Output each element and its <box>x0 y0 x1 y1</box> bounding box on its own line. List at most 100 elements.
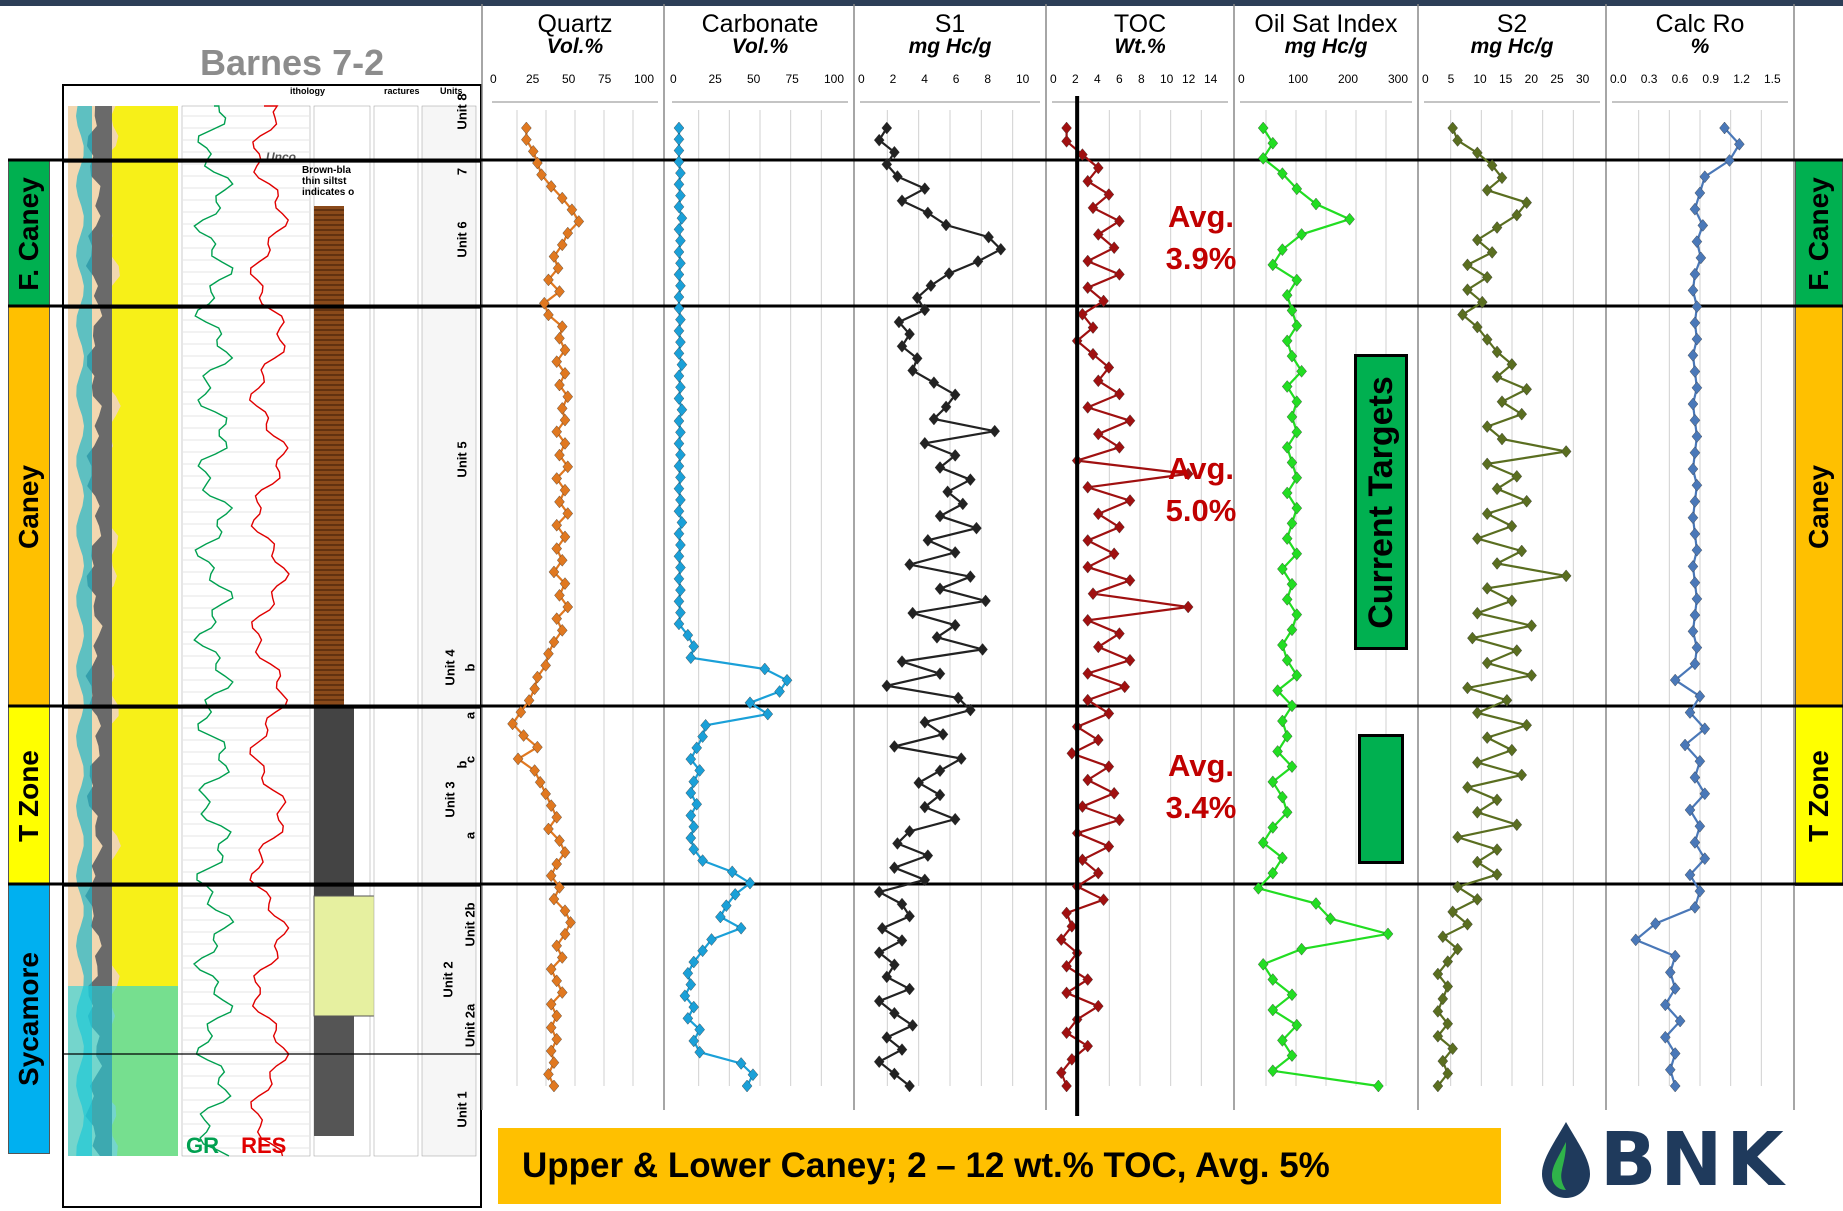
data-point-s2 <box>1442 1067 1453 1080</box>
data-point-ro <box>1697 219 1709 232</box>
data-point-ro <box>1679 738 1691 752</box>
data-point-carbonate <box>729 888 741 901</box>
data-point-s2 <box>1521 196 1532 209</box>
data-point-quartz <box>559 927 571 941</box>
data-point-s2 <box>1437 992 1449 1006</box>
data-point-s1 <box>977 643 988 656</box>
data-point-carbonate <box>688 820 700 834</box>
data-point-quartz <box>507 717 518 731</box>
data-point-osi <box>1277 243 1288 256</box>
data-point-toc <box>1087 321 1099 334</box>
data-point-quartz <box>556 553 568 567</box>
data-point-quartz <box>532 740 543 754</box>
tick-label: 10 <box>1473 72 1487 86</box>
res-label: RES <box>241 1133 287 1158</box>
data-point-quartz <box>556 624 568 637</box>
data-point-ro <box>1665 1063 1676 1077</box>
avg-t-zone: Avg. 3.4% <box>1146 745 1256 829</box>
data-point-ro <box>1669 982 1681 995</box>
tick-label: 20 <box>1524 72 1539 86</box>
data-point-carbonate <box>726 865 738 879</box>
track-name: Calc Ro <box>1655 10 1745 38</box>
data-point-s2 <box>1486 246 1498 259</box>
tick-label: 100 <box>824 72 845 86</box>
data-point-carbonate <box>744 876 756 890</box>
data-point-s2 <box>1491 557 1503 570</box>
avg-f-caney-line1: Avg. <box>1167 199 1235 234</box>
track-header-0: Quartz Vol.% <box>488 10 662 58</box>
tick-label: 14 <box>1204 72 1218 86</box>
track-unit: Wt.% <box>1114 35 1166 58</box>
fractures-header: ractures <box>384 86 420 96</box>
track-header-1: Carbonate Vol.% <box>668 10 852 58</box>
data-point-toc <box>1114 627 1125 640</box>
data-point-toc <box>1114 214 1125 228</box>
data-point-toc <box>1098 294 1109 308</box>
data-point-carbonate <box>675 471 686 484</box>
data-point-carbonate <box>700 719 711 732</box>
data-point-quartz <box>551 1009 562 1023</box>
data-point-s2 <box>1447 1042 1458 1055</box>
data-point-s1 <box>925 279 937 292</box>
data-point-toc <box>1082 281 1093 294</box>
data-point-carbonate <box>697 730 708 743</box>
gr-res-track <box>181 105 311 1157</box>
data-point-osi <box>1325 912 1336 926</box>
data-point-osi <box>1291 182 1303 196</box>
track-name: S2 <box>1496 10 1528 38</box>
data-point-ro <box>1689 202 1701 216</box>
data-point-osi <box>1291 425 1303 439</box>
data-point-s1 <box>934 582 946 596</box>
data-point-carbonate <box>673 617 685 631</box>
track-header-3: TOC Wt.% <box>1048 12 1232 58</box>
data-point-osi <box>1281 288 1293 302</box>
data-point-s1 <box>873 133 885 147</box>
data-point-ro <box>1689 527 1701 541</box>
data-point-carbonate <box>762 707 774 721</box>
data-point-s2 <box>1511 208 1523 222</box>
gr-curve <box>192 105 235 1157</box>
data-point-toc <box>1182 467 1194 481</box>
tick-label: 0 <box>858 72 865 86</box>
data-point-carbonate <box>688 955 700 969</box>
data-point-s1 <box>965 703 976 717</box>
data-point-quartz <box>548 1056 560 1069</box>
data-point-s2 <box>1432 1005 1444 1018</box>
data-point-osi <box>1267 1003 1279 1017</box>
data-point-quartz <box>556 986 568 999</box>
data-point-ro <box>1689 657 1701 671</box>
data-point-s1 <box>919 715 931 729</box>
data-point-s1 <box>889 958 900 972</box>
data-point-osi <box>1277 851 1288 865</box>
lithology-dark <box>314 706 354 896</box>
data-point-s1 <box>913 776 924 790</box>
tick-label: 0 <box>670 72 677 86</box>
data-point-quartz <box>554 834 565 847</box>
data-point-ro <box>1689 413 1701 427</box>
data-point-ro <box>1699 852 1711 865</box>
data-point-ro <box>1689 576 1701 589</box>
data-point-ro <box>1691 381 1703 395</box>
tick-label: 10 <box>1016 72 1030 86</box>
data-point-carbonate <box>691 741 702 755</box>
track-name: Quartz <box>537 10 613 38</box>
data-point-s2 <box>1472 233 1483 247</box>
data-point-quartz <box>548 250 560 263</box>
data-point-s1 <box>873 946 885 959</box>
data-point-quartz <box>552 261 564 275</box>
data-point-ro <box>1689 446 1701 460</box>
track-name: Carbonate <box>701 10 819 38</box>
data-point-carbonate <box>685 831 697 845</box>
data-point-carbonate <box>673 144 685 157</box>
data-point-quartz <box>551 542 562 555</box>
data-point-osi <box>1286 517 1298 530</box>
data-point-osi <box>1277 790 1288 804</box>
data-point-s2 <box>1481 582 1493 595</box>
data-point-ro <box>1660 998 1671 1012</box>
data-point-carbonate <box>675 279 686 293</box>
data-point-toc <box>1182 600 1194 614</box>
data-point-s1 <box>949 449 961 462</box>
data-point-quartz <box>559 343 571 357</box>
data-point-toc <box>1103 760 1115 773</box>
